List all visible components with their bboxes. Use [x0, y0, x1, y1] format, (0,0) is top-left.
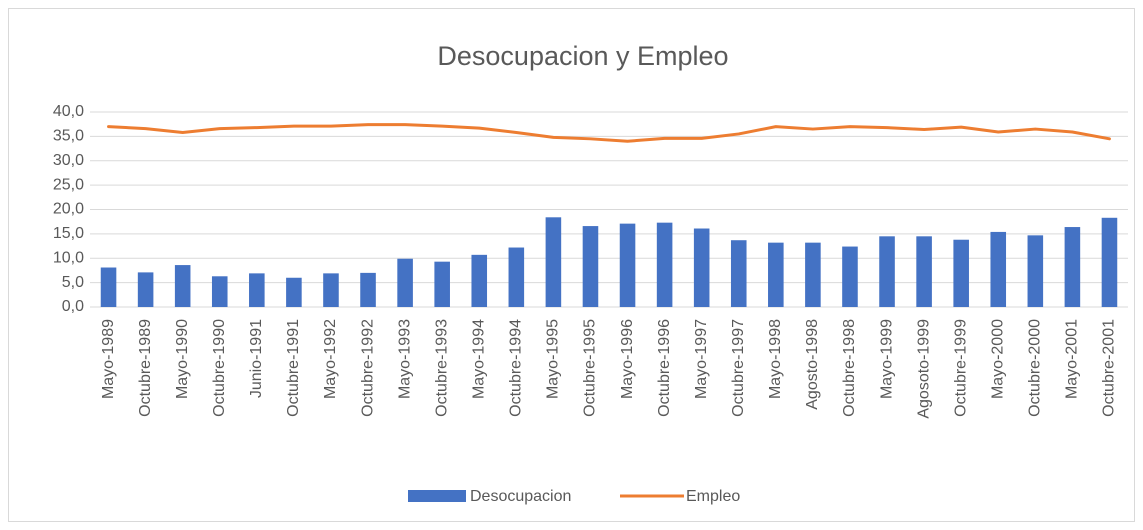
bar	[100, 267, 117, 307]
x-tick-label: Octubre-1997	[730, 319, 747, 417]
x-tick-label: Octubre-1992	[359, 319, 376, 417]
bar	[693, 228, 710, 307]
x-tick-label: Mayo-1995	[545, 319, 562, 399]
x-tick-label: Agosoto-1999	[915, 319, 932, 419]
bar	[1101, 217, 1118, 307]
bar	[249, 273, 265, 307]
bar	[323, 273, 339, 307]
x-tick-label: Mayo-2000	[989, 319, 1006, 399]
x-tick-label: Mayo-1989	[100, 319, 117, 399]
bar	[842, 246, 858, 307]
x-tick-label: Mayo-2001	[1064, 319, 1081, 399]
x-tick-label: Octubre-2000	[1027, 319, 1044, 417]
x-tick-label: Octubre-1999	[952, 319, 969, 417]
x-tick-label: Octubre-1989	[137, 319, 154, 417]
bar	[1027, 235, 1044, 307]
line	[107, 123, 1111, 143]
y-tick-label: 40,0	[53, 103, 84, 120]
legend-label: Desocupacion	[470, 488, 571, 505]
x-tick-label: Octubre-1993	[433, 319, 450, 417]
y-tick-label: 5,0	[62, 274, 84, 291]
x-tick-label: Mayo-1996	[619, 319, 636, 399]
bar	[730, 240, 747, 307]
x-tick-label: Octubre-1994	[508, 319, 525, 417]
y-tick-label: 15,0	[53, 225, 84, 242]
bar	[768, 242, 784, 307]
x-tick-label: Mayo-1993	[396, 319, 413, 399]
x-tick-label: Octubre-1991	[285, 319, 302, 417]
bar	[619, 223, 636, 307]
x-tick-label: Mayo-1994	[470, 319, 487, 399]
chart-title: Desocupacion y Empleo	[437, 41, 728, 71]
bar	[916, 236, 932, 307]
x-tick-label: Octubre-1990	[211, 319, 228, 417]
x-tick-label: Junio-1991	[248, 319, 265, 398]
x-tick-label: Octubre-1996	[656, 319, 673, 417]
x-tick-label: Octubre-2001	[1101, 319, 1118, 417]
bar	[582, 226, 599, 307]
bar	[805, 242, 821, 307]
y-tick-label: 35,0	[53, 128, 84, 145]
bar	[545, 217, 562, 307]
bar	[137, 272, 154, 307]
bar	[953, 239, 969, 307]
bar	[879, 236, 895, 307]
y-tick-label: 25,0	[53, 176, 84, 193]
x-tick-label: Mayo-1999	[878, 319, 895, 399]
chart-frame	[8, 8, 1135, 522]
bar	[990, 231, 1007, 307]
legend-label: Empleo	[686, 488, 740, 505]
bar	[360, 272, 376, 307]
y-tick-label: 30,0	[53, 152, 84, 169]
bar	[397, 258, 413, 307]
x-tick-label: Mayo-1990	[174, 319, 191, 399]
bar	[286, 277, 302, 307]
bar	[434, 261, 450, 307]
y-tick-label: 0,0	[62, 298, 84, 315]
x-tick-label: Mayo-1998	[767, 319, 784, 399]
x-tick-label: Mayo-1997	[693, 319, 710, 399]
y-tick-label: 10,0	[53, 249, 84, 266]
x-tick-label: Octubre-1998	[841, 319, 858, 417]
legend-swatch	[408, 490, 466, 502]
y-tick-label: 20,0	[53, 201, 84, 218]
x-tick-label: Octubre-1995	[582, 319, 599, 417]
bar	[1064, 227, 1081, 307]
bar	[211, 276, 228, 307]
x-tick-label: Mayo-1992	[322, 319, 339, 399]
bar	[174, 265, 191, 307]
bar	[471, 254, 488, 307]
bar	[508, 247, 525, 307]
bar	[656, 222, 673, 307]
x-tick-label: Agosto-1998	[804, 319, 821, 410]
